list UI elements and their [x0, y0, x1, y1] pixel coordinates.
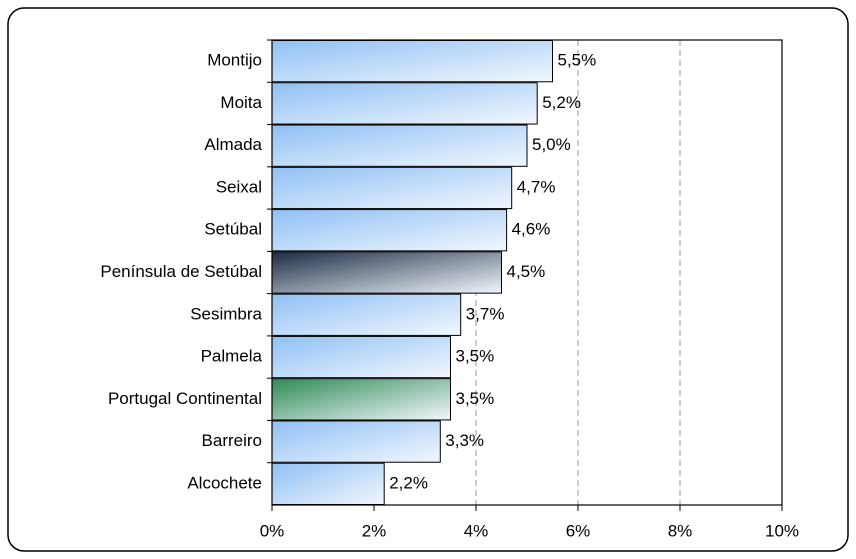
- bar: [271, 166, 513, 210]
- y-tick-label: Barreiro: [202, 431, 262, 450]
- value-label: 3,5%: [456, 389, 495, 408]
- y-tick-label: Almada: [204, 135, 262, 154]
- bar: [271, 209, 508, 252]
- x-tick-label: 2%: [362, 521, 387, 540]
- y-tick-label: Moita: [220, 93, 262, 112]
- bar: [271, 40, 553, 83]
- value-label: 5,0%: [532, 135, 571, 154]
- x-tick-label: 10%: [765, 521, 799, 540]
- y-tick-label: Seixal: [216, 177, 262, 196]
- value-label: 4,5%: [507, 262, 546, 281]
- value-label: 3,5%: [456, 347, 495, 366]
- value-label: 3,7%: [466, 304, 505, 323]
- bar: [271, 293, 462, 336]
- bar: [271, 462, 385, 505]
- bar: [271, 251, 502, 294]
- bar: [271, 82, 538, 125]
- y-tick-label: Sesimbra: [190, 304, 262, 323]
- value-label: 4,7%: [517, 177, 556, 196]
- bar: [271, 420, 441, 463]
- x-tick-label: 4%: [464, 521, 489, 540]
- value-label: 4,6%: [512, 220, 551, 239]
- value-label: 3,3%: [445, 431, 484, 450]
- bar: [271, 124, 528, 167]
- x-tick-label: 0%: [260, 521, 285, 540]
- y-tick-label: Montijo: [207, 51, 262, 70]
- value-label: 5,2%: [542, 93, 581, 112]
- bar: [271, 378, 451, 421]
- y-tick-label: Portugal Continental: [108, 389, 262, 408]
- value-label: 2,2%: [389, 473, 428, 492]
- y-tick-label: Palmela: [201, 347, 263, 366]
- y-tick-label: Alcochete: [187, 473, 262, 492]
- x-tick-label: 8%: [668, 521, 693, 540]
- bar: [271, 335, 451, 379]
- y-tick-label: Setúbal: [204, 220, 262, 239]
- x-tick-label: 6%: [566, 521, 591, 540]
- y-tick-label: Península de Setúbal: [100, 262, 262, 281]
- value-label: 5,5%: [558, 51, 597, 70]
- plot-border: [271, 39, 783, 506]
